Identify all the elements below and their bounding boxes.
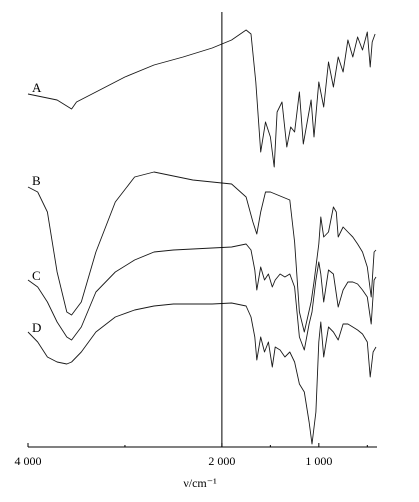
series-labels: A B C D (32, 80, 42, 335)
spectrum-curve-d (27, 302, 377, 445)
spectra-curves (27, 29, 377, 445)
x-axis-title: ν/cm⁻¹ (183, 476, 217, 490)
series-label-a: A (32, 80, 42, 95)
spectrum-curve-a (27, 29, 376, 168)
series-label-d: D (32, 320, 41, 335)
x-tick-label-4000: 4 000 (15, 454, 42, 468)
x-tick-label-1000: 1 000 (305, 454, 332, 468)
series-label-b: B (32, 173, 41, 188)
spectrum-curve-c (27, 243, 377, 351)
x-tick-label-2000: 2 000 (208, 454, 235, 468)
series-label-c: C (32, 268, 41, 283)
x-axis-ticks: 4 000 2 000 1 000 (15, 443, 368, 468)
spectrum-curve-b (27, 171, 377, 333)
